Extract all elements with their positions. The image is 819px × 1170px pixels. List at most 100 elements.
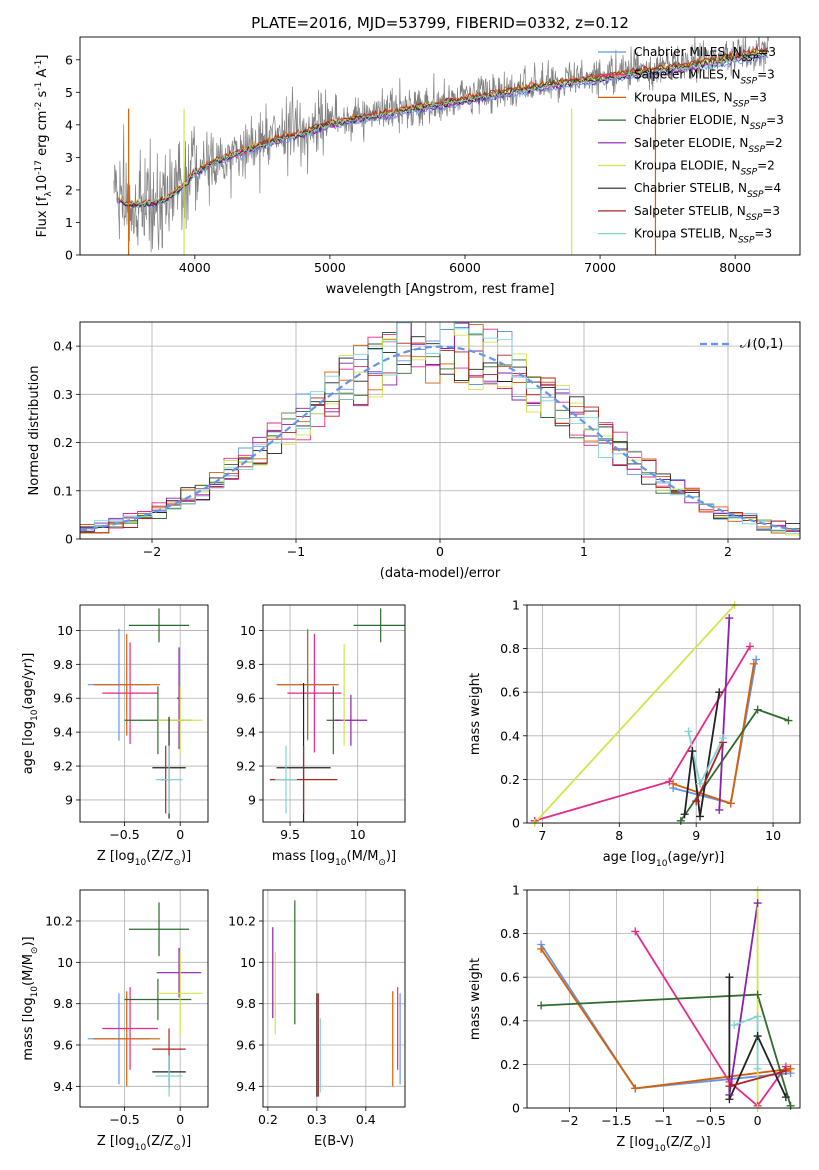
residuals-ytick-label: 0.3 [53,387,73,402]
residuals-plot-area [80,322,800,536]
mass-weight-line [634,930,787,1108]
age-vs-mass-xtick-label: 9.5 [280,827,300,842]
massweight-vs-Z-xlabel: Z [log10(Z/Z⊙)] [616,1135,710,1154]
spectrum-xtick-label: 7000 [584,260,616,275]
mass-vs-Z-ytick-label: 10.2 [45,914,73,929]
massweight-vs-age-frame [526,604,801,824]
mass-vs-Z-ytick-label: 10 [57,955,73,970]
age-vs-mass-plot-area [269,608,405,822]
mass-vs-ebv-plot-area [272,900,401,1097]
age-vs-Z-xlabel: Z [log10(Z/Z⊙)] [97,849,191,868]
mass-weight-marker [688,747,697,756]
spectrum-ytick-label: 6 [65,52,73,67]
legend-entry: Salpeter MILES, NSSP=3 [634,68,775,87]
spectrum-ytick-label: 2 [65,182,73,197]
age-vs-Z-xtick-label: 0 [176,827,184,842]
mass-weight-marker [537,944,546,953]
mass-weight-marker [753,990,762,999]
spectrum-xtick-label: 5000 [314,260,346,275]
massweight-vs-Z-ytick-label: 0.4 [500,1013,520,1028]
mass-weight-marker [786,1064,795,1073]
mass-vs-ebv-frame [262,889,406,1108]
age-vs-Z-plot-area [87,608,203,819]
residual-histogram-step [80,322,800,534]
mass-vs-Z-ytick-label: 9.6 [53,1038,73,1053]
age-vs-mass-ytick-label: 10 [240,623,256,638]
massweight-vs-age-ytick-label: 0.4 [500,728,520,743]
mass-weight-line [534,645,751,822]
massweight-vs-age-ytick-label: 1 [512,598,520,613]
spectrum-plot-area [113,37,770,255]
massweight-vs-age-xtick-label: 7 [538,828,546,843]
massweight-vs-age-axes: 7 8 9 10 0 0.2 0.4 0.6 0.8 1 [500,598,800,843]
residuals-xtick-label: −1 [287,544,305,559]
mass-weight-marker [753,705,762,714]
mass-vs-Z-xtick-label: −0.5 [109,1112,139,1127]
mass-weight-marker [676,816,685,825]
massweight-vs-Z-ytick-label: 0.8 [500,926,520,941]
mass-vs-Z-xlabel: Z [log10(Z/Z⊙)] [97,1134,191,1153]
legend-entry: 𝒩(0,1) [740,337,783,352]
mass-vs-Z-ylabel: mass [log10(M/M⊙)] [21,936,40,1060]
mass-vs-ebv-xtick-label: 0.2 [258,1112,278,1127]
mass-weight-line [534,605,736,823]
mass-weight-marker [719,733,728,742]
residuals-ytick-label: 0.1 [53,483,73,498]
legend-entry: Kroupa ELODIE, NSSP=2 [634,159,775,178]
massweight-vs-Z-plot-area [540,890,792,1108]
legend-entry: Kroupa STELIB, NSSP=3 [634,227,772,246]
massweight-vs-age-xtick-label: 9 [692,828,700,843]
mass-weight-marker [696,812,705,821]
mass-weight-marker [753,1012,762,1021]
mass-weight-marker [725,614,734,623]
residuals-xtick-label: 2 [724,544,732,559]
mass-weight-marker [730,1021,739,1030]
massweight-vs-age-xtick-label: 8 [615,828,623,843]
mass-weight-marker [696,779,705,788]
mass-weight-marker [749,659,758,668]
mass-weight-line [718,618,731,810]
mass-weight-marker [631,927,640,936]
mass-weight-marker [692,797,701,806]
spectrum-xtick-label: 8000 [719,260,751,275]
mass-vs-ebv-ytick-label: 10 [240,955,256,970]
massweight-vs-age-ytick-label: 0.8 [500,641,520,656]
mass-weight-marker [786,1101,795,1110]
mass-vs-ebv-xtick-label: 0.4 [356,1112,376,1127]
age-vs-mass-axes: 9.5 10 9 9.2 9.4 9.6 9.8 10 [236,605,405,842]
mass-weight-marker [680,810,689,819]
mass-weight-marker [781,1066,790,1075]
spectrum-axes: 4000 5000 6000 7000 8000 0 1 2 3 4 5 6 [65,52,751,275]
mass-weight-line [540,944,791,1090]
mass-vs-Z-frame [79,889,209,1108]
mass-weight-line [541,993,792,1107]
massweight-vs-Z-ytick-label: 0.6 [500,970,520,985]
mass-weight-marker [753,1032,762,1041]
mass-weight-line [728,977,787,1100]
residuals-ytick-label: 0.2 [53,435,73,450]
observed-spectrum-line [113,37,769,253]
massweight-vs-age-xlabel: age [log10(age/yr)] [603,850,725,869]
mass-weight-marker [725,1082,734,1091]
residual-histogram-step [80,322,800,536]
age-vs-mass-ytick-label: 9.6 [236,691,256,706]
legend-entry: Chabrier MILES, NSSP=3 [634,45,776,64]
age-vs-Z-ytick-label: 9.4 [53,725,73,740]
age-vs-Z-ytick-label: 9.8 [53,657,73,672]
mass-vs-Z-xtick-label: 0 [176,1112,184,1127]
massweight-vs-Z-xtick-label: −1 [654,1113,672,1128]
mass-weight-marker [715,688,724,697]
spectrum-ytick-label: 4 [65,117,73,132]
mass-vs-ebv-ytick-label: 10.2 [228,914,256,929]
age-vs-mass-ytick-label: 9 [248,792,256,807]
residuals-ytick-label: 0.4 [53,339,73,354]
spectrum-ylabel: Flux [fλ10-17 erg cm-2 s-1 A-1] [34,55,54,238]
mass-weight-marker [784,716,793,725]
residuals-ytick-label: 0 [65,532,73,547]
massweight-vs-Z-ytick-label: 1 [512,883,520,898]
massweight-vs-Z-xtick-label: −2 [560,1113,578,1128]
residuals-xtick-label: −2 [143,544,161,559]
spectrum-ytick-label: 0 [65,248,73,263]
age-vs-mass-xtick-label: 10 [350,827,366,842]
